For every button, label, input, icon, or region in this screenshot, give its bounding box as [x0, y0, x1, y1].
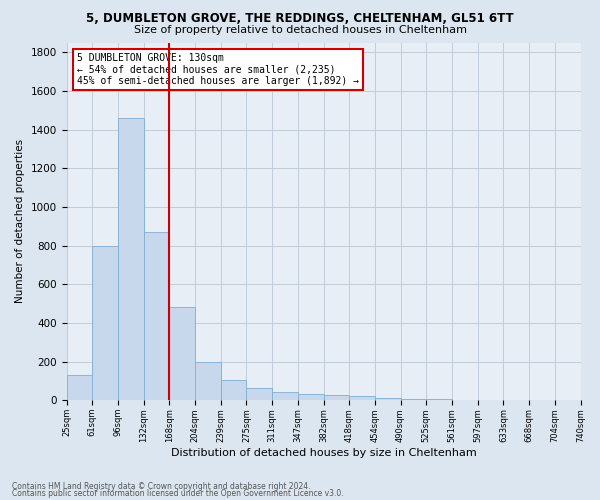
Bar — [349, 396, 375, 400]
Bar — [195, 362, 221, 401]
Bar — [375, 398, 401, 400]
Bar — [272, 392, 298, 400]
Bar — [67, 375, 92, 400]
Bar — [118, 118, 143, 401]
Text: 5 DUMBLETON GROVE: 130sqm
← 54% of detached houses are smaller (2,235)
45% of se: 5 DUMBLETON GROVE: 130sqm ← 54% of detac… — [77, 53, 359, 86]
Text: Contains HM Land Registry data © Crown copyright and database right 2024.: Contains HM Land Registry data © Crown c… — [12, 482, 311, 491]
Bar — [323, 396, 349, 400]
Bar — [143, 232, 169, 400]
Bar — [298, 394, 323, 400]
Bar — [92, 246, 118, 400]
Bar — [247, 388, 272, 400]
Y-axis label: Number of detached properties: Number of detached properties — [15, 140, 25, 304]
X-axis label: Distribution of detached houses by size in Cheltenham: Distribution of detached houses by size … — [170, 448, 476, 458]
Bar — [169, 308, 195, 400]
Text: 5, DUMBLETON GROVE, THE REDDINGS, CHELTENHAM, GL51 6TT: 5, DUMBLETON GROVE, THE REDDINGS, CHELTE… — [86, 12, 514, 26]
Text: Size of property relative to detached houses in Cheltenham: Size of property relative to detached ho… — [133, 25, 467, 35]
Bar — [221, 380, 247, 400]
Text: Contains public sector information licensed under the Open Government Licence v3: Contains public sector information licen… — [12, 489, 344, 498]
